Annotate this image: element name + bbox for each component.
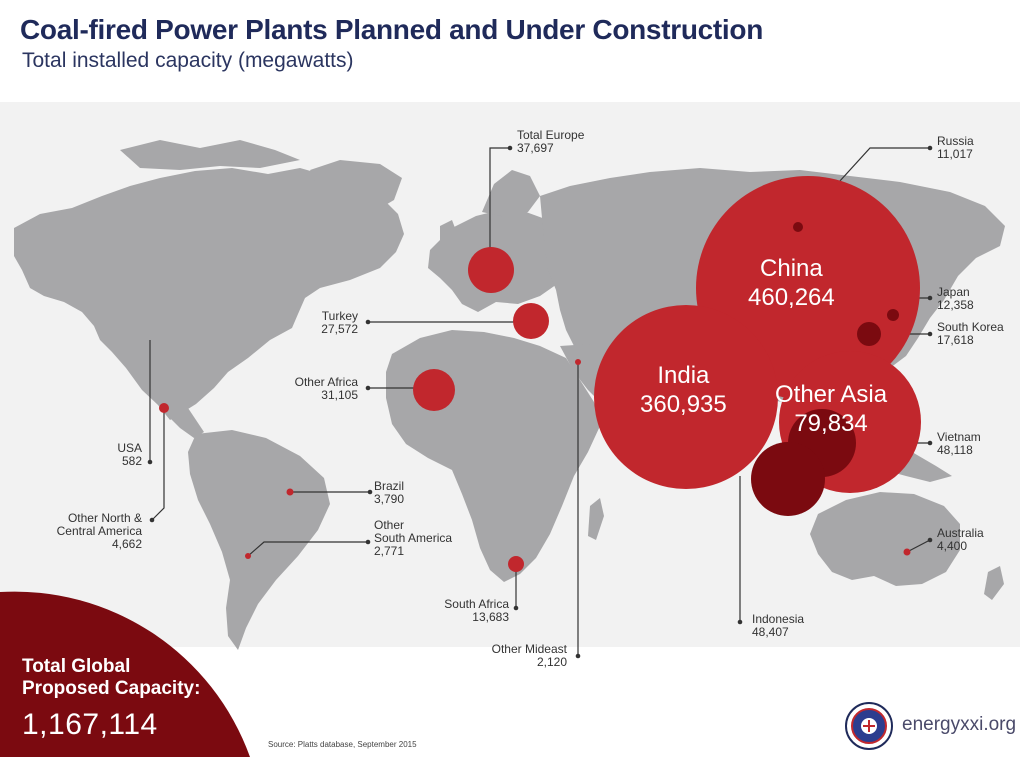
bubble-other-africa [413, 369, 455, 411]
website-link[interactable]: energyxxi.org [902, 714, 1017, 735]
label-china: China 460,264 [748, 255, 835, 311]
label-total-europe: Total Europe 37,697 [517, 128, 585, 155]
bubble-russia [793, 222, 803, 232]
south-america-land [188, 430, 330, 650]
north-america-arctic-islands [120, 140, 300, 170]
page-subtitle: Total installed capacity (megawatts) [22, 49, 354, 72]
australia-land [810, 492, 960, 586]
label-other-asia: Other Asia 79,834 [775, 381, 888, 437]
leader-europe [489, 147, 510, 269]
energyxxi-seal-logo [845, 702, 893, 750]
bubble-brazil [286, 488, 294, 496]
leader-other-na [151, 408, 165, 521]
total-label-line2: Proposed Capacity: [22, 678, 201, 699]
label-other-africa: Other Africa 31,105 [294, 375, 358, 402]
bubble-india [594, 305, 778, 489]
total-capacity-block: Total Global Proposed Capacity: 1,167,11… [22, 656, 200, 742]
label-australia: Australia 4,400 [937, 526, 984, 553]
page-title: Coal-fired Power Plants Planned and Unde… [20, 14, 763, 45]
label-india: India 360,935 [640, 362, 727, 418]
greenland-land [310, 160, 402, 220]
total-capacity-panel [0, 591, 250, 757]
scandinavia-land [482, 170, 540, 218]
uk-land [440, 220, 458, 252]
new-zealand-land [984, 566, 1004, 600]
bubble-other-north-central-america [159, 403, 169, 413]
bubble-indonesia [751, 442, 825, 516]
label-south-africa: South Africa 13,683 [444, 597, 509, 624]
bubble-europe [468, 247, 514, 293]
total-label-line1: Total Global [22, 656, 131, 677]
label-japan: Japan 12,358 [937, 285, 974, 312]
north-america-land [14, 168, 404, 420]
bubble-south-africa [508, 556, 524, 572]
source-note: Source: Platts database, September 2015 [268, 740, 417, 749]
total-value: 1,167,114 [22, 708, 158, 741]
label-russia: Russia 11,017 [937, 134, 974, 161]
label-other-mideast: Other Mideast 2,120 [491, 642, 567, 669]
leader-australia [906, 539, 931, 553]
madagascar-land [588, 498, 604, 540]
bubble-other-mideast [575, 359, 581, 365]
bubble-south-korea [857, 322, 881, 346]
label-turkey: Turkey 27,572 [321, 309, 358, 336]
central-america-land [150, 385, 204, 438]
bubble-other-south-america [245, 553, 251, 559]
label-brazil: Brazil 3,790 [374, 479, 405, 506]
label-usa: USA 582 [117, 441, 142, 468]
label-other-north-central-america: Other North & Central America 4,662 [56, 511, 142, 551]
label-vietnam: Vietnam 48,118 [937, 430, 981, 457]
label-indonesia: Indonesia 48,407 [752, 612, 805, 639]
leader-other-sa [247, 541, 368, 557]
bubble-australia [903, 548, 911, 556]
label-south-korea: South Korea 17,618 [937, 320, 1004, 347]
bubble-japan [887, 309, 899, 321]
label-other-south-america: Other South America 2,771 [374, 518, 453, 558]
leader-endpoints [147, 145, 933, 659]
bubble-turkey [513, 303, 549, 339]
